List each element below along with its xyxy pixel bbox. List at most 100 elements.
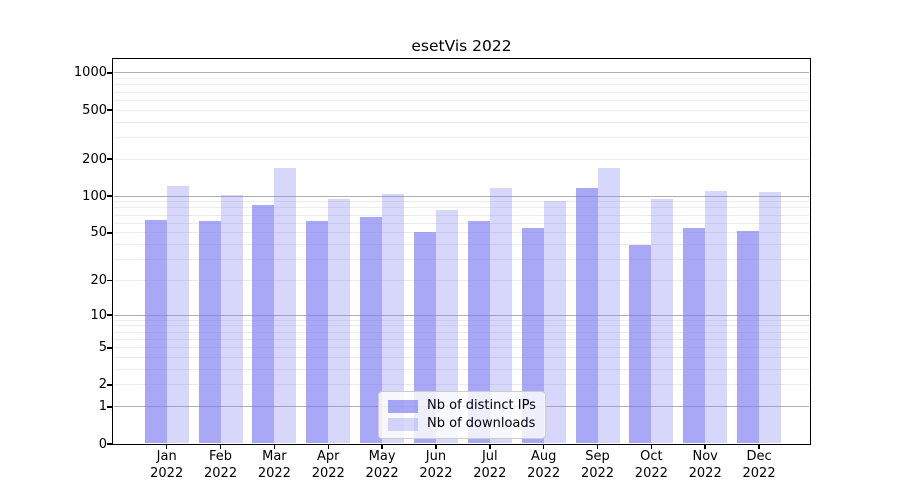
y-tick-mark	[107, 279, 112, 282]
x-tick-label: Feb 2022	[204, 449, 238, 481]
minor-gridline	[114, 136, 809, 138]
minor-gridline	[114, 222, 809, 224]
bar-downloads-apr	[328, 199, 351, 444]
legend-label-distinct-ips: Nb of distinct IPs	[427, 398, 536, 413]
minor-gridline	[114, 279, 809, 281]
y-tick-mark	[107, 347, 112, 349]
minor-gridline	[114, 91, 809, 93]
y-tick-mark	[107, 384, 112, 386]
y-tick-mark	[107, 443, 112, 445]
x-tick-mark	[435, 444, 437, 449]
y-tick-label: 5	[98, 340, 107, 356]
minor-gridline	[114, 207, 809, 209]
y-tick-label: 100	[82, 188, 107, 204]
legend-label-downloads: Nb of downloads	[427, 416, 536, 431]
y-tick-mark	[107, 158, 112, 160]
bar-distinct-ips-apr	[306, 220, 329, 444]
x-tick-mark	[273, 444, 276, 449]
bar-distinct-ips-nov	[683, 227, 706, 444]
y-tick-mark	[107, 195, 112, 197]
legend: Nb of distinct IPs Nb of downloads	[378, 391, 546, 439]
y-tick-label: 20	[90, 272, 107, 288]
minor-gridline	[114, 319, 809, 321]
minor-gridline	[114, 384, 809, 386]
y-tick-label: 1	[98, 399, 107, 415]
minor-gridline	[114, 244, 809, 246]
x-tick-label: Jun 2022	[419, 449, 453, 481]
x-tick-mark	[489, 444, 491, 449]
x-tick-mark	[542, 444, 545, 449]
legend-swatch-distinct-ips	[388, 399, 418, 413]
bar-distinct-ips-sep	[575, 187, 598, 444]
y-tick-mark	[107, 314, 112, 316]
x-tick-mark	[758, 444, 760, 449]
x-tick-mark	[704, 444, 706, 449]
bar-downloads-oct	[651, 199, 674, 444]
minor-gridline	[114, 201, 809, 203]
chart-title: esetVis 2022	[411, 37, 512, 55]
y-tick-label: 500	[82, 102, 107, 118]
x-tick-label: Oct 2022	[634, 449, 668, 481]
y-tick-mark	[107, 109, 112, 111]
x-tick-mark	[650, 444, 653, 449]
y-tick-label: 0	[98, 436, 107, 452]
minor-gridline	[114, 99, 809, 101]
legend-entry-distinct-ips: Nb of distinct IPs	[388, 397, 536, 415]
bar-distinct-ips-mar	[252, 205, 275, 444]
y-tick-mark	[107, 406, 112, 408]
x-tick-mark	[219, 444, 222, 449]
x-tick-label: Apr 2022	[311, 449, 345, 481]
bar-downloads-nov	[705, 190, 728, 444]
x-tick-label: Mar 2022	[257, 449, 291, 481]
x-tick-mark	[165, 444, 168, 449]
bar-distinct-ips-oct	[629, 244, 652, 444]
bar-distinct-ips-dec	[737, 230, 760, 444]
major-gridline	[114, 314, 809, 316]
legend-entry-downloads: Nb of downloads	[388, 415, 536, 433]
y-tick-label: 2	[98, 377, 107, 393]
y-tick-mark	[107, 72, 112, 74]
minor-gridline	[114, 78, 809, 80]
y-tick-mark	[107, 232, 112, 234]
y-tick-label: 10	[90, 307, 107, 323]
bar-downloads-dec	[759, 191, 782, 444]
minor-gridline	[114, 214, 809, 216]
minor-gridline	[114, 347, 809, 349]
minor-gridline	[114, 331, 809, 333]
bar-downloads-jan	[166, 185, 189, 444]
x-tick-mark	[596, 444, 599, 449]
minor-gridline	[114, 357, 809, 359]
major-gridline	[114, 72, 809, 74]
bar-distinct-ips-feb	[198, 221, 221, 444]
x-tick-label: Sep 2022	[580, 449, 615, 481]
x-tick-label: Dec 2022	[742, 449, 776, 481]
minor-gridline	[114, 109, 809, 111]
x-tick-label: Jul 2022	[473, 449, 507, 481]
minor-gridline	[114, 338, 809, 340]
plot-area-border	[112, 58, 811, 445]
bar-downloads-mar	[274, 168, 297, 444]
x-tick-label: Aug 2022	[527, 449, 561, 481]
x-tick-label: Jan 2022	[150, 449, 184, 481]
x-tick-mark	[327, 444, 329, 449]
minor-gridline	[114, 121, 809, 123]
x-tick-label: Nov 2022	[688, 449, 722, 481]
x-tick-mark	[381, 444, 383, 449]
minor-gridline	[114, 232, 809, 234]
y-tick-label: 50	[90, 225, 107, 241]
minor-gridline	[114, 84, 809, 86]
y-tick-label: 200	[82, 151, 107, 167]
minor-gridline	[114, 158, 809, 160]
bar-distinct-ips-jan	[144, 219, 167, 444]
minor-gridline	[114, 325, 809, 327]
major-gridline	[114, 195, 809, 197]
y-tick-label: 1000	[73, 65, 107, 81]
bar-downloads-aug	[543, 201, 566, 444]
bar-downloads-sep	[597, 167, 620, 444]
x-tick-label: May 2022	[365, 449, 399, 481]
minor-gridline	[114, 259, 809, 261]
legend-swatch-downloads	[388, 417, 418, 431]
minor-gridline	[114, 369, 809, 371]
bar-downloads-feb	[220, 194, 243, 444]
